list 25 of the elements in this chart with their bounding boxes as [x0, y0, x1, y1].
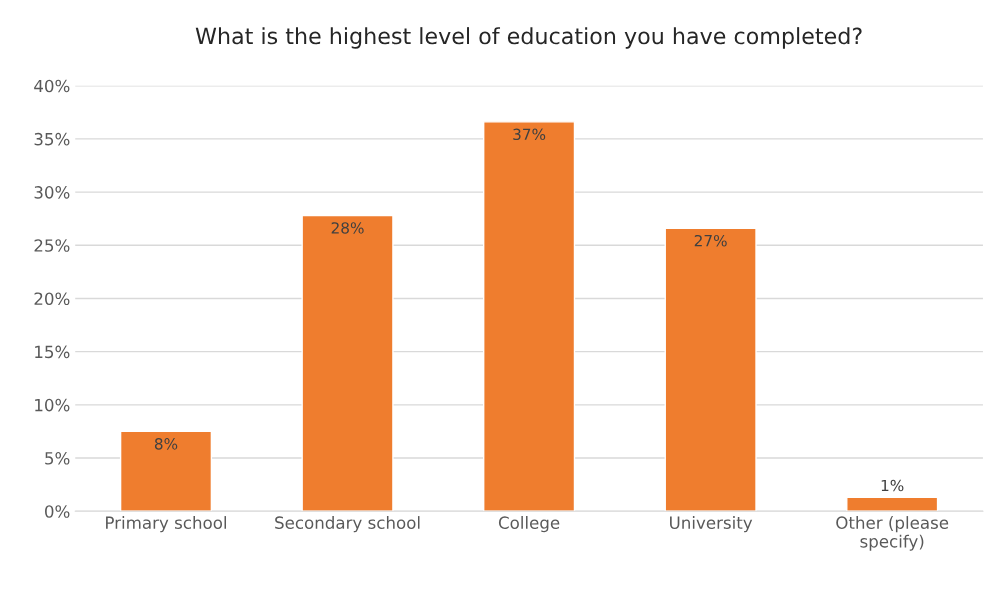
y-tick-label: 30%: [34, 186, 70, 199]
data-label: 1%: [881, 479, 904, 492]
x-tick-label: Other (please specify): [836, 516, 949, 551]
bar: [846, 496, 939, 512]
data-label: 28%: [331, 222, 364, 234]
x-tick-label: Secondary school: [275, 516, 420, 533]
bar: [119, 430, 213, 512]
x-tick-label: Primary school: [106, 516, 226, 533]
y-tick-label: 40%: [34, 79, 70, 93]
y-tick-label: 35%: [34, 132, 70, 146]
bar: [483, 121, 576, 512]
y-tick-label: 20%: [34, 292, 70, 306]
data-label: 27%: [694, 234, 727, 247]
y-tick-label: 10%: [35, 398, 70, 412]
y-tick-label: 5%: [45, 451, 70, 465]
data-label: 37%: [513, 128, 546, 141]
bar: [301, 214, 394, 512]
y-tick-label: 25%: [34, 239, 70, 252]
chart-title: What is the highest level of education you have completed?: [195, 27, 862, 49]
data-label: 8%: [154, 438, 178, 450]
x-tick-label: University: [670, 516, 753, 533]
bar: [664, 227, 757, 512]
y-tick-label: 15%: [35, 345, 70, 359]
x-tick-label: College: [498, 516, 560, 533]
y-tick-label: 0%: [45, 505, 70, 518]
